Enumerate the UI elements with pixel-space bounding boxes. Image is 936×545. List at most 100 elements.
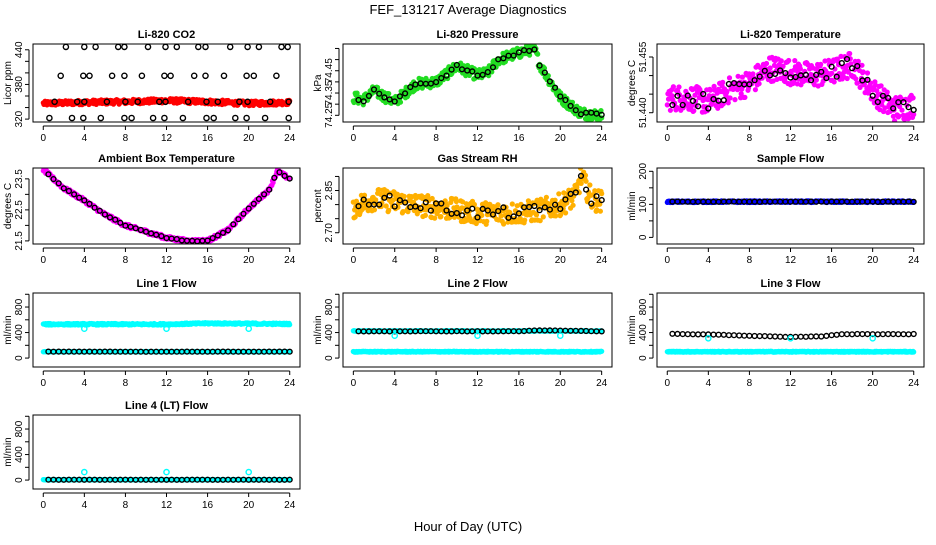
data-point-raw	[885, 90, 889, 94]
data-point-raw	[588, 183, 592, 187]
data-point-raw	[875, 89, 879, 93]
data-point-average	[47, 115, 52, 120]
data-point-average	[93, 44, 98, 49]
y-tick-label: 2.85	[324, 180, 335, 200]
x-tick-label: 8	[433, 133, 439, 144]
x-tick-label: 16	[513, 378, 525, 389]
x-tick-label: 0	[40, 255, 46, 266]
panel-title: Line 1 Flow	[137, 278, 197, 290]
panel-title: Ambient Box Temperature	[98, 153, 235, 165]
data-point-raw	[454, 199, 458, 203]
x-tick-label: 16	[513, 133, 525, 144]
data-point-raw	[832, 80, 836, 84]
panel-title: Sample Flow	[757, 153, 825, 165]
y-tick-label: 21.5	[14, 231, 25, 251]
data-point-average	[245, 44, 250, 49]
data-point-raw	[372, 208, 376, 212]
x-tick-label: 20	[867, 255, 879, 266]
y-tick-label: 380	[14, 76, 25, 93]
plot-marks	[665, 331, 916, 354]
x-tick-label: 4	[82, 133, 88, 144]
y-tick-label: 74.45	[324, 58, 335, 83]
y-tick-label: 0	[638, 234, 649, 240]
data-point-average	[116, 44, 121, 49]
y-axis-label: ml/min	[627, 315, 638, 344]
plot-marks	[665, 51, 916, 123]
data-point-average	[286, 115, 291, 120]
data-point-raw	[764, 61, 768, 65]
y-tick-label: 440	[14, 41, 25, 58]
data-point-raw	[584, 179, 588, 183]
data-point-raw	[288, 323, 292, 327]
data-point-average	[174, 44, 179, 49]
x-tick-label: 12	[472, 133, 484, 144]
data-point-raw	[499, 214, 503, 218]
data-point-raw	[395, 192, 399, 196]
data-point-raw	[554, 214, 558, 218]
x-tick-label: 20	[555, 133, 567, 144]
data-point-average	[129, 115, 134, 120]
data-point-raw	[384, 204, 388, 208]
x-tick-label: 4	[706, 255, 712, 266]
x-tick-label: 24	[908, 133, 920, 144]
data-point-average	[122, 44, 127, 49]
data-point-raw	[541, 215, 545, 219]
data-point-raw	[725, 89, 729, 93]
x-tick-label: 4	[392, 133, 398, 144]
x-tick-label: 12	[161, 133, 173, 144]
data-point-average	[81, 73, 86, 78]
y-tick-label: 51.440	[638, 97, 649, 128]
data-point-average	[196, 44, 201, 49]
data-point-raw	[496, 203, 500, 207]
data-point-raw	[779, 59, 783, 63]
data-point-average	[228, 44, 233, 49]
data-point-raw	[501, 222, 505, 226]
x-tick-label: 12	[472, 378, 484, 389]
data-point-raw	[557, 192, 561, 196]
plot-marks	[665, 199, 916, 205]
data-point-raw	[854, 77, 858, 81]
x-tick-label: 4	[706, 133, 712, 144]
data-point-average	[145, 44, 150, 49]
data-point-average	[285, 44, 290, 49]
plot-marks	[351, 166, 604, 227]
y-tick-label: 2.70	[324, 223, 335, 243]
y-tick-label: 800	[14, 298, 25, 315]
data-point-raw	[733, 97, 737, 101]
data-point-raw	[692, 109, 696, 113]
data-point-raw	[536, 52, 540, 56]
data-point-raw	[845, 76, 849, 80]
data-point-average	[221, 73, 226, 78]
y-tick-label: 400	[324, 324, 335, 341]
data-point-raw	[861, 70, 865, 74]
x-tick-label: 24	[596, 133, 608, 144]
data-point-raw	[538, 219, 542, 223]
data-point-raw	[402, 194, 406, 198]
data-point-raw	[665, 103, 669, 107]
data-point-average	[279, 44, 284, 49]
data-point-average	[470, 206, 475, 211]
data-point-raw	[740, 75, 744, 79]
x-tick-label: 4	[82, 378, 88, 389]
x-tick-label: 0	[40, 378, 46, 389]
data-point-raw	[534, 213, 538, 217]
x-tick-label: 0	[351, 255, 357, 266]
data-point-raw	[728, 96, 732, 100]
panel-title: Line 3 Flow	[761, 278, 821, 290]
x-tick-label: 4	[82, 255, 88, 266]
data-point-average	[63, 44, 68, 49]
plot-box	[33, 44, 300, 122]
y-axis-label: ml/min	[627, 191, 638, 220]
data-point-raw	[848, 51, 852, 55]
data-point-raw	[814, 78, 818, 82]
data-point-raw	[757, 82, 761, 86]
data-point-average	[203, 73, 208, 78]
data-point-raw	[743, 95, 747, 99]
data-point-raw	[721, 80, 725, 84]
data-point-raw	[900, 108, 904, 112]
x-tick-label: 20	[243, 133, 255, 144]
data-point-average	[110, 73, 115, 78]
data-point-average	[911, 108, 916, 113]
x-tick-label: 8	[747, 133, 753, 144]
